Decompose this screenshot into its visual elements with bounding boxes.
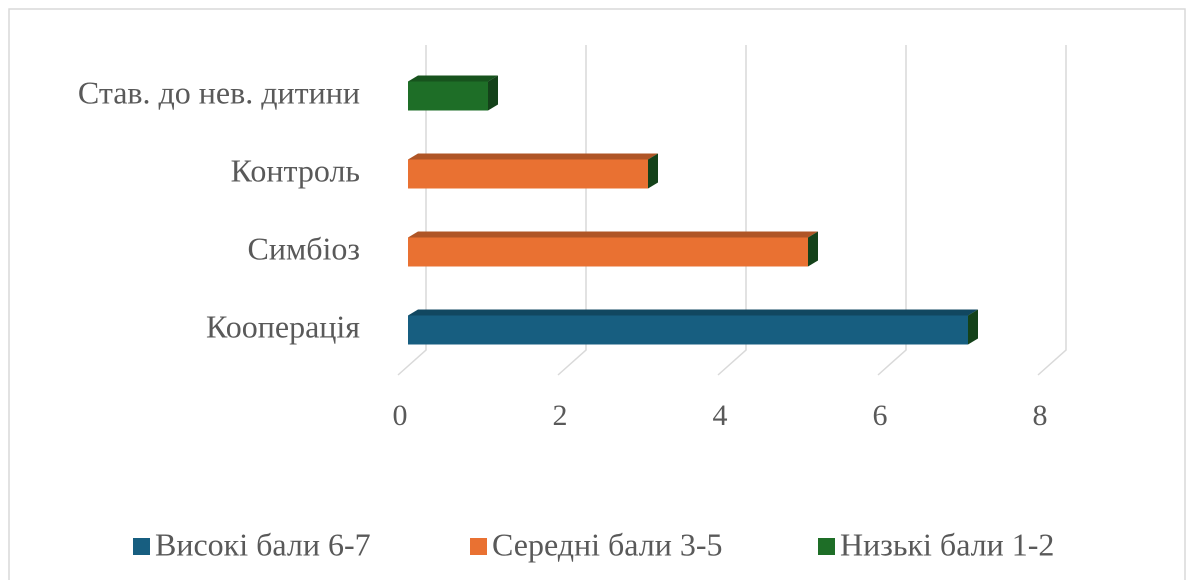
bar bbox=[408, 315, 968, 345]
bar-side bbox=[968, 309, 978, 345]
grid-line bbox=[877, 45, 907, 376]
y-tick-label: Контроль bbox=[231, 152, 360, 188]
legend-label: Високі бали 6-7 bbox=[155, 526, 371, 562]
y-tick-label: Симбіоз bbox=[247, 230, 360, 266]
bar-top bbox=[408, 231, 818, 238]
bar-top bbox=[408, 153, 658, 160]
legend-swatch bbox=[818, 538, 835, 555]
legend-label: Середні бали 3-5 bbox=[492, 526, 723, 562]
grid-line bbox=[1037, 45, 1067, 376]
legend-label: Низькі бали 1-2 bbox=[840, 526, 1054, 562]
y-tick-label: Став. до нев. дитини bbox=[78, 74, 360, 110]
bar-side bbox=[808, 231, 818, 267]
bar-top bbox=[408, 309, 978, 316]
grid-line bbox=[717, 45, 747, 376]
y-tick-label: Кооперація bbox=[206, 308, 360, 344]
x-tick-label: 8 bbox=[1033, 399, 1048, 432]
legend-swatch bbox=[470, 538, 487, 555]
bar bbox=[408, 237, 808, 267]
grid-line bbox=[557, 45, 587, 376]
legend-swatch bbox=[133, 538, 150, 555]
x-tick-label: 2 bbox=[553, 399, 568, 432]
bar-side bbox=[488, 75, 498, 111]
x-tick-label: 4 bbox=[713, 399, 728, 432]
bar-top bbox=[408, 75, 498, 82]
grid-line bbox=[397, 45, 427, 376]
bar bbox=[408, 159, 648, 189]
bar bbox=[408, 81, 488, 111]
bar-side bbox=[648, 153, 658, 189]
chart-frame bbox=[8, 8, 1186, 580]
x-tick-label: 6 bbox=[873, 399, 888, 432]
x-tick-label: 0 bbox=[393, 399, 408, 432]
